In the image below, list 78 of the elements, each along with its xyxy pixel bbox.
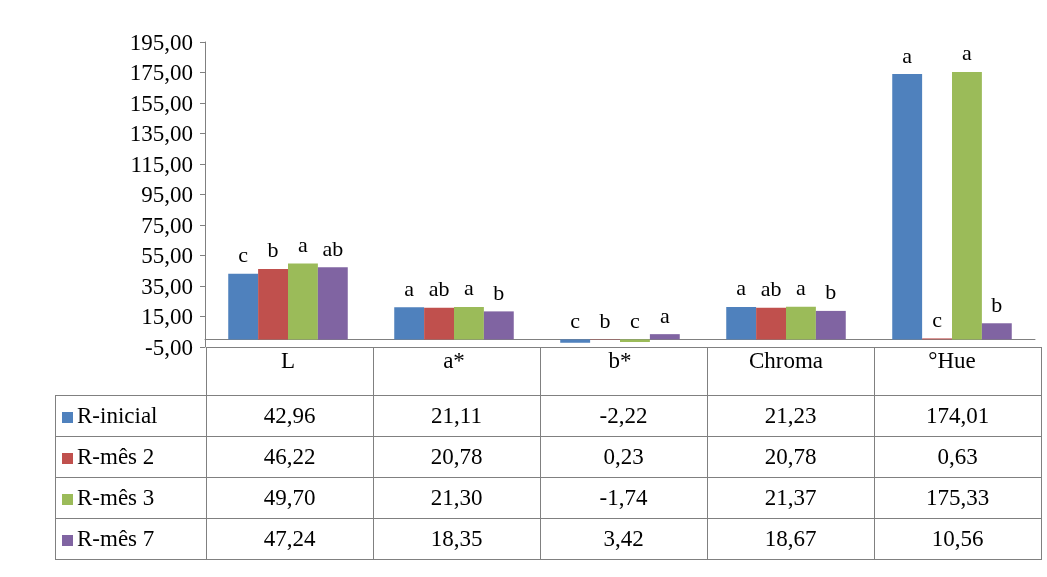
bar <box>560 339 591 343</box>
y-tick-label: 155,00 <box>129 90 193 116</box>
annotation: a <box>736 275 747 301</box>
data-label: 0,63 <box>874 436 1041 478</box>
bar <box>981 323 1012 340</box>
data-label: 21,11 <box>373 395 540 437</box>
bar <box>228 273 259 340</box>
y-tick-label: 75,00 <box>141 212 193 238</box>
legend-label: R-mês 7 <box>55 518 206 560</box>
data-label: 174,01 <box>874 395 1041 437</box>
x-tick-label: a* <box>443 348 465 373</box>
data-label: -1,74 <box>540 477 707 519</box>
data-label: 21,37 <box>707 477 874 519</box>
x-tick-label: °Hue <box>928 348 976 373</box>
legend-label: R-mês 3 <box>55 477 206 519</box>
bar <box>815 310 846 340</box>
y-tick-label: 15,00 <box>141 304 193 329</box>
data-label: 175,33 <box>874 477 1041 519</box>
data-label: 47,24 <box>206 518 373 560</box>
bar <box>483 311 514 340</box>
annotation: b <box>493 279 505 305</box>
annotation: a <box>659 302 670 328</box>
y-tick-label: 35,00 <box>141 273 193 299</box>
data-label: -2,22 <box>540 395 707 437</box>
y-tick-label: 95,00 <box>141 182 193 207</box>
annotation: ab <box>760 276 782 302</box>
bar <box>258 268 288 340</box>
data-label: 20,78 <box>373 436 540 478</box>
bar <box>288 263 318 340</box>
annotation: a <box>404 275 415 301</box>
bar <box>424 307 454 340</box>
annotation: a <box>298 232 309 258</box>
annotation: b <box>825 279 837 305</box>
data-label: 46,22 <box>206 436 373 478</box>
x-tick-label: L <box>280 348 296 373</box>
annotation: c <box>630 307 641 333</box>
data-label: 49,70 <box>206 477 373 519</box>
bar <box>726 307 757 340</box>
annotation: c <box>932 306 943 332</box>
y-tick-label: 175,00 <box>129 60 193 85</box>
annotation: b <box>991 291 1003 317</box>
legend-label: R-inicial <box>55 395 206 437</box>
y-tick-label: 195,00 <box>129 29 193 55</box>
legend-label: R-mês 2 <box>55 436 206 478</box>
bar <box>394 307 425 340</box>
annotation: c <box>238 242 249 268</box>
data-label: 3,42 <box>540 518 707 560</box>
bar <box>786 306 816 340</box>
y-tick-label: 115,00 <box>130 151 193 177</box>
bar <box>892 74 923 340</box>
annotation: c <box>570 307 581 333</box>
annotation: a <box>464 275 475 301</box>
annotation: a <box>962 40 973 66</box>
bar <box>756 307 786 340</box>
data-label: 10,56 <box>874 518 1041 560</box>
annotation: b <box>267 237 279 263</box>
data-label: 42,96 <box>206 395 373 437</box>
data-label: 18,35 <box>373 518 540 560</box>
bar <box>620 339 650 343</box>
bar <box>317 267 348 340</box>
bar <box>952 72 982 340</box>
x-tick-label: Chroma <box>748 348 824 373</box>
data-label: 0,23 <box>540 436 707 478</box>
y-tick-label: -5,00 <box>145 334 193 360</box>
y-tick-label: 135,00 <box>129 121 193 146</box>
data-label: 21,30 <box>373 477 540 519</box>
y-tick-label: 55,00 <box>141 243 193 268</box>
data-label: 18,67 <box>707 518 874 560</box>
bar <box>649 334 680 340</box>
data-label: 21,23 <box>707 395 874 437</box>
bar <box>454 306 484 340</box>
x-tick-label: b* <box>608 348 632 373</box>
annotation: b <box>599 307 611 333</box>
annotation: a <box>796 275 807 301</box>
annotation: ab <box>428 276 450 302</box>
annotation: ab <box>322 235 344 261</box>
data-label: 20,78 <box>707 436 874 478</box>
annotation: a <box>902 42 913 68</box>
